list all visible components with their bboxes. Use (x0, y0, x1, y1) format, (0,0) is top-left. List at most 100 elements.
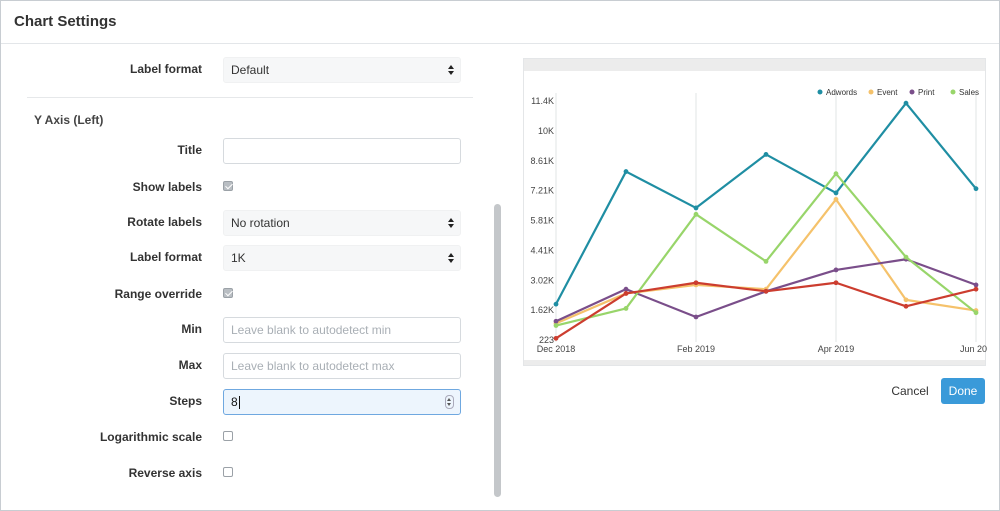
show-labels-checkbox[interactable] (223, 181, 233, 191)
data-point-sales (623, 306, 629, 311)
line-chart: 223 1.62K 3.02K 4.41K 5.81K 7.21K 8.61K 10K 11.4… (530, 88, 987, 354)
max-input[interactable]: Leave blank to autodetect max (223, 353, 461, 379)
data-point-sales (833, 171, 839, 177)
y-axis-section-title: Y Axis (Left) (34, 113, 104, 127)
section-divider (27, 97, 473, 98)
series-line-adwords (555, 102, 977, 305)
legend-label-event: Event (877, 88, 898, 97)
log-scale-row: Logarithmic scale (1, 425, 481, 451)
data-point-adwords (693, 205, 699, 211)
x-tick-label: Dec 2018 (537, 344, 576, 354)
y-label-format-row: Label format 1K (1, 245, 481, 271)
data-point-sales (903, 254, 909, 260)
max-label: Max (178, 358, 202, 372)
rotate-labels-label: Rotate labels (127, 215, 202, 229)
data-point-web (833, 280, 839, 286)
data-point-adwords (623, 169, 629, 174)
legend-label-sales: Sales (959, 88, 979, 97)
y-title-row: Title (1, 138, 481, 164)
data-point-web (553, 335, 559, 341)
rotate-labels-value: No rotation (231, 216, 290, 230)
data-point-adwords (903, 100, 909, 106)
x-tick-label: Jun 201 (960, 344, 987, 354)
steps-label: Steps (169, 394, 202, 408)
y-tick-label: 10K (538, 126, 554, 136)
data-point-web (693, 280, 699, 286)
reverse-axis-checkbox[interactable] (223, 467, 233, 477)
data-point-event (833, 196, 839, 202)
data-point-sales (553, 323, 559, 328)
done-button[interactable]: Done (941, 378, 985, 404)
min-input[interactable]: Leave blank to autodetect min (223, 317, 461, 343)
data-point-print (833, 267, 839, 273)
select-arrows-icon (448, 252, 454, 264)
legend-label-print: Print (918, 88, 935, 97)
y-tick-label: 5.81K (530, 216, 554, 226)
chart-preview-topbar (524, 59, 985, 71)
legend-marker-print (909, 89, 915, 95)
select-arrows-icon (448, 64, 454, 76)
data-point-web (763, 288, 769, 294)
data-point-sales (973, 310, 979, 316)
data-point-web (903, 303, 909, 309)
legend-marker-sales (950, 89, 956, 95)
min-label: Min (181, 322, 202, 336)
y-tick-label: 3.02K (530, 275, 554, 285)
data-point-event (903, 297, 909, 303)
reverse-axis-label: Reverse axis (128, 466, 202, 480)
y-tick-label: 8.61K (530, 156, 554, 166)
min-row: Min Leave blank to autodetect min (1, 317, 481, 343)
y-label-format-label: Label format (129, 250, 202, 264)
legend-label-adwords: Adwords (826, 88, 857, 97)
x-label-format-label: Label format (129, 62, 202, 76)
legend-marker-event (868, 89, 874, 95)
x-label-format-row: Label format Default (1, 57, 481, 83)
y-tick-label: 7.21K (530, 186, 554, 196)
select-arrows-icon (448, 217, 454, 229)
data-point-print (973, 282, 979, 288)
data-point-adwords (553, 301, 559, 307)
data-point-web (973, 286, 979, 292)
steps-value: 8 (231, 395, 238, 409)
data-point-sales (693, 211, 699, 217)
range-override-label: Range override (114, 287, 202, 301)
x-label-format-select[interactable]: Default (223, 57, 461, 83)
series-line-sales (555, 172, 977, 327)
rotate-labels-select[interactable]: No rotation (223, 210, 461, 236)
y-label-format-select[interactable]: 1K (223, 245, 461, 271)
x-tick-label: Feb 2019 (677, 344, 715, 354)
log-scale-checkbox[interactable] (223, 431, 233, 441)
text-caret (238, 396, 240, 410)
steps-input[interactable]: 8 (223, 389, 461, 415)
dialog-title: Chart Settings (14, 13, 117, 30)
reverse-axis-row: Reverse axis (1, 461, 481, 487)
data-point-sales (763, 258, 769, 264)
y-tick-label: 11.4K (531, 96, 554, 106)
legend-marker-adwords (817, 89, 823, 95)
y-tick-label: 1.62K (530, 305, 554, 315)
settings-scrollbar[interactable] (494, 204, 501, 497)
rotate-labels-row: Rotate labels No rotation (1, 210, 481, 236)
x-tick-label: Apr 2019 (818, 344, 855, 354)
y-title-input[interactable] (223, 138, 461, 164)
dialog-header: Chart Settings (1, 1, 999, 44)
data-point-print (623, 286, 629, 292)
data-point-adwords (833, 190, 839, 196)
chart-preview: 223 1.62K 3.02K 4.41K 5.81K 7.21K 8.61K 10K 11.4… (523, 58, 987, 366)
log-scale-label: Logarithmic scale (99, 430, 202, 444)
y-tick-label: 4.41K (530, 245, 554, 255)
data-point-print (693, 314, 699, 320)
steps-row: Steps 8 (1, 389, 481, 415)
settings-panel: Label format Default Y Axis (Left) Title… (1, 45, 499, 511)
y-label-format-value: 1K (231, 251, 246, 265)
number-spinner-icon[interactable] (445, 395, 454, 409)
range-override-checkbox[interactable] (223, 288, 233, 298)
x-label-format-value: Default (231, 63, 270, 77)
range-override-row: Range override (1, 282, 481, 308)
y-title-label: Title (177, 143, 202, 157)
data-point-adwords (763, 152, 769, 157)
cancel-button[interactable]: Cancel (891, 384, 929, 398)
show-labels-row: Show labels (1, 175, 481, 201)
max-row: Max Leave blank to autodetect max (1, 353, 481, 379)
